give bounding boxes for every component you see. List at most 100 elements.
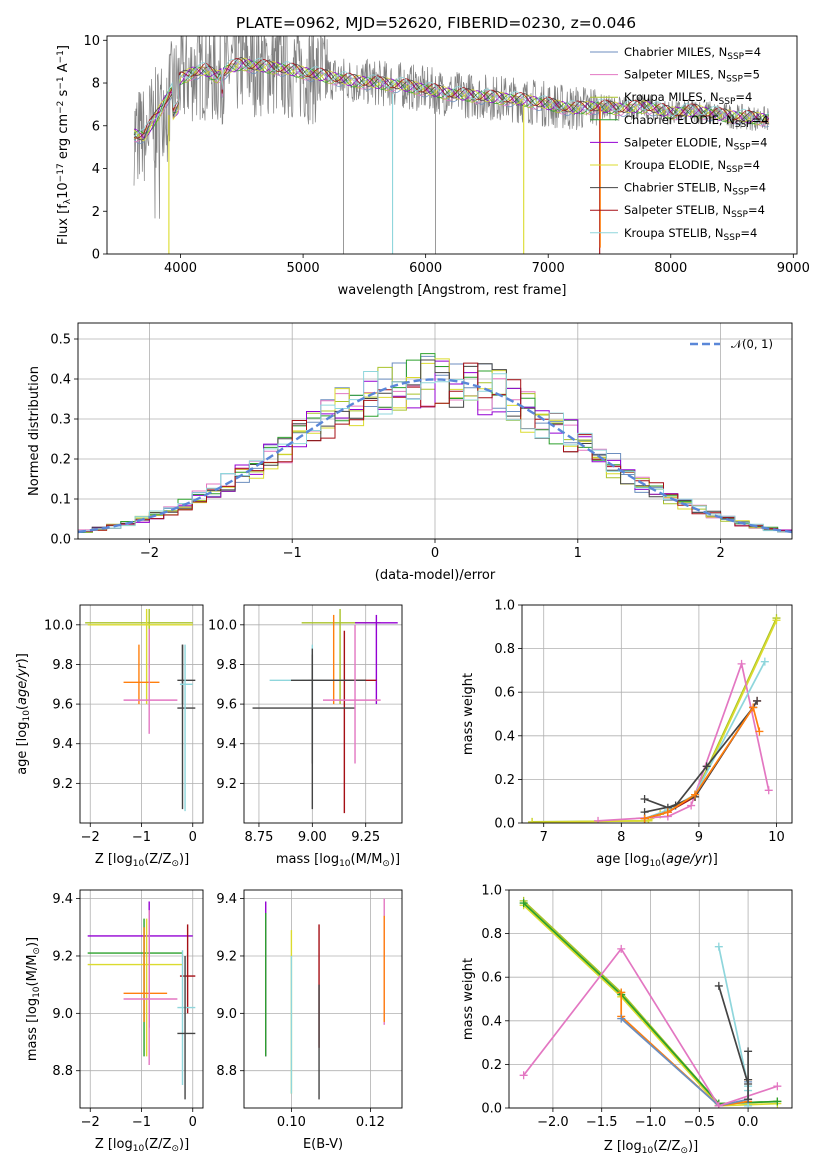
legend-label: Chabrier MILES, NSSP=4 <box>624 45 761 62</box>
y-tick-label: 0.4 <box>494 729 515 744</box>
y-axis-label: mass weight <box>461 673 476 755</box>
y-tick-label: 9.2 <box>216 949 237 964</box>
x-tick-label: 9.25 <box>351 830 380 845</box>
x-tick-label: 1 <box>574 546 582 561</box>
y-tick-label: 0.2 <box>494 773 515 788</box>
label-part: Z [log <box>95 1137 133 1152</box>
series-marker <box>760 657 769 666</box>
y-tick-label: 0.6 <box>481 971 502 986</box>
x-tick-label: 0 <box>189 830 197 845</box>
x-tick-label: 2 <box>716 546 724 561</box>
y-tick-label: 0 <box>92 248 100 263</box>
label-part: ⊙ <box>32 947 42 955</box>
series-marker <box>702 762 711 771</box>
series-marker <box>519 899 528 908</box>
y-tick-label: 9.4 <box>52 892 73 907</box>
label-part: =4 <box>751 135 768 149</box>
panel-age_vs_mass: 8.75 9.00 9.25 9.2 9.4 9.6 9.8 10.0 mass [log10(… <box>208 604 403 869</box>
label-part: Salpeter STELIB, N <box>624 203 731 217</box>
label-part: ( <box>661 852 666 867</box>
label-part: −1 <box>56 76 66 89</box>
label-part: (Z/Z <box>653 1139 680 1154</box>
axes-frame <box>243 889 403 1109</box>
x-tick-label: −2 <box>140 546 159 561</box>
label-part: 10 <box>133 1144 145 1154</box>
x-axis-label: age [log10(age/yr)] <box>596 852 718 869</box>
y-tick-label: 6 <box>92 119 100 134</box>
panel-weight_vs_Z: −2.0 −1.5 −1.0 −0.5 0.0 0.0 0.2 0.4 0.6 0.8 1.0 Z [… <box>461 884 793 1156</box>
y-tick-label: 0.8 <box>494 642 515 657</box>
y-tick-label: 8.8 <box>52 1064 73 1079</box>
y-tick-label: 0.0 <box>481 1102 502 1117</box>
series-line <box>644 706 754 813</box>
label-part: Flux [f <box>56 204 71 245</box>
label-part: 10 <box>133 859 145 869</box>
label-part: Salpeter MILES, N <box>624 68 726 82</box>
x-tick-label: 4000 <box>164 261 197 276</box>
x-tick-label: 8000 <box>654 261 687 276</box>
x-tick-label: 0.12 <box>356 1115 385 1130</box>
label-part: 10 <box>339 859 351 869</box>
x-tick-label: 6000 <box>409 261 442 276</box>
label-part: Salpeter ELODIE, N <box>624 135 734 149</box>
label-part: ⊙ <box>171 859 179 869</box>
label-part: Z [log <box>95 852 133 867</box>
y-tick-label: 2 <box>92 205 100 220</box>
series-marker <box>773 1097 782 1106</box>
label-part: Chabrier STELIB, N <box>624 181 732 195</box>
series-line <box>620 1017 749 1107</box>
panel-spectrum: 4000 5000 6000 7000 8000 9000 0 2 4 6 8 10 Chabrier … <box>56 34 810 298</box>
x-tick-label: 0.0 <box>738 1115 759 1130</box>
x-axis-label: wavelength [Angstrom, rest frame] <box>338 283 567 298</box>
series-marker <box>640 795 649 804</box>
y-tick-label: 0.3 <box>50 413 71 428</box>
series-line <box>644 705 761 820</box>
label-part: )] <box>179 852 189 867</box>
x-axis-label: Z [log10(Z/Z⊙)] <box>604 1139 698 1156</box>
label-part: ⊙ <box>680 1146 688 1156</box>
series-line <box>620 992 749 1107</box>
label-part: )] <box>708 852 718 867</box>
label-part: =5 <box>743 68 760 82</box>
plot-area <box>265 898 385 1100</box>
x-tick-label: −2 <box>81 1115 100 1130</box>
label-part: −1 <box>56 50 66 63</box>
x-tick-label: −1.5 <box>586 1115 618 1130</box>
label-part: λ <box>63 198 73 204</box>
series-marker <box>753 696 762 705</box>
series-line <box>532 619 778 823</box>
plot-area <box>528 614 781 823</box>
series-marker <box>691 790 700 799</box>
legend-label: Kroupa ELODIE, NSSP=4 <box>624 158 760 175</box>
panel-age_vs_Z: −2 −1 09.29.49.69.810.0Z [log10(Z/Z⊙)]age … <box>15 604 204 869</box>
label-part: =4 <box>740 226 757 240</box>
y-axis-label: Flux [fλ10−17 erg cm−2 s−1 A−1] <box>56 45 73 245</box>
model-spectrum-line <box>133 58 770 139</box>
label-part: ⊙ <box>382 859 390 869</box>
y-tick-label: 9.6 <box>52 698 73 713</box>
series-marker <box>617 1014 626 1023</box>
label-part: (M/M <box>25 955 40 987</box>
label-part: 10 <box>649 859 661 869</box>
legend-label: Kroupa MILES, NSSP=4 <box>624 90 752 107</box>
x-tick-label: 7000 <box>532 261 565 276</box>
y-tick-label: 9.8 <box>52 658 73 673</box>
series-marker <box>714 1101 723 1108</box>
label-part: )] <box>15 653 30 663</box>
y-tick-label: 8 <box>92 77 100 92</box>
series-marker <box>617 988 626 997</box>
x-tick-label: 9000 <box>777 261 810 276</box>
x-tick-label: −2.0 <box>537 1115 569 1130</box>
x-tick-label: −1 <box>132 1115 151 1130</box>
y-tick-label: 1.0 <box>494 599 515 614</box>
series-line <box>597 660 770 822</box>
label-part: =4 <box>744 45 761 59</box>
y-tick-label: 0.0 <box>494 817 515 832</box>
model-spectrum-line <box>134 59 770 139</box>
x-tick-label: 9 <box>695 830 703 845</box>
axes-frame <box>79 604 204 824</box>
series-marker <box>594 816 603 823</box>
x-tick-label: 0.10 <box>277 1115 306 1130</box>
